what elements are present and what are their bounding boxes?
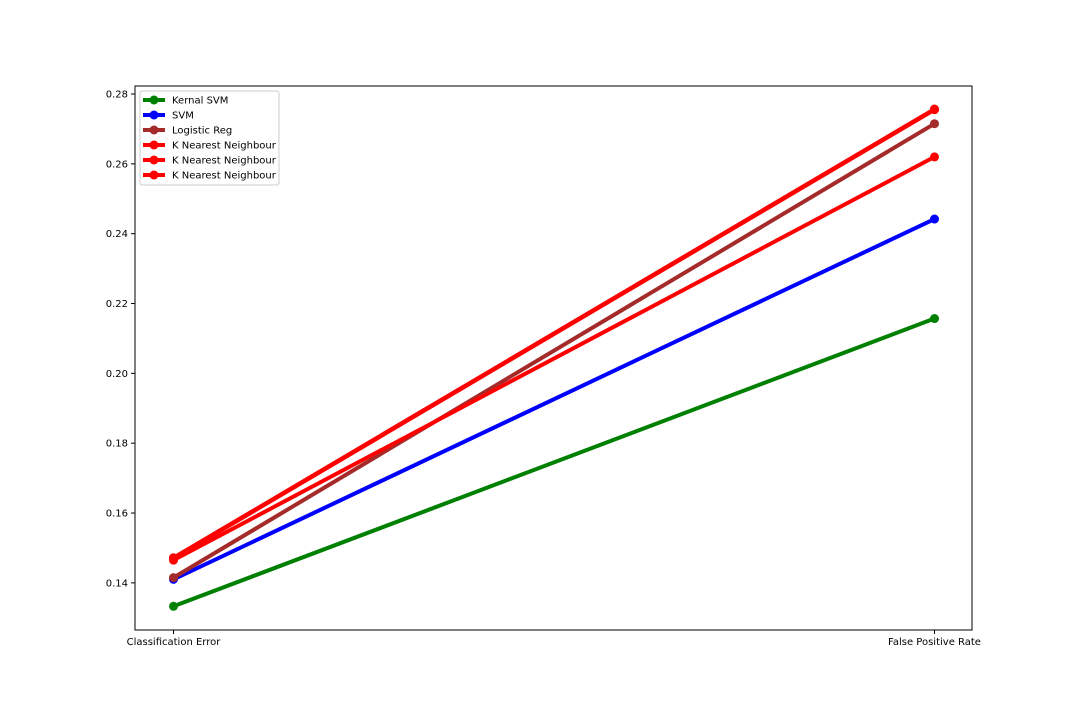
x-tick-label: False Positive Rate: [888, 637, 981, 648]
data-point: [930, 152, 939, 162]
y-tick-label: 0.20: [106, 369, 128, 380]
series-5: [169, 104, 939, 563]
series-0: [169, 314, 939, 611]
series-line: [172, 316, 936, 609]
data-point: [169, 553, 178, 563]
series-line: [172, 107, 936, 560]
legend-entry: Kernal SVM: [143, 95, 228, 107]
series-1: [169, 214, 939, 584]
legend-entry: K Nearest Neighbour: [143, 155, 277, 167]
x-tick-label: Classification Error: [127, 637, 222, 648]
legend: Kernal SVM SVM Logistic Reg K Nearest Neigh…: [139, 90, 280, 186]
x-axis: Classification Error False Positive Rate: [127, 630, 981, 648]
series-layer: [169, 104, 939, 611]
series-line: [172, 217, 936, 582]
y-tick-label: 0.24: [106, 229, 128, 240]
legend-label: K Nearest Neighbour: [172, 171, 277, 182]
plot-frame: [134, 85, 973, 631]
y-tick-label: 0.18: [106, 439, 128, 450]
legend-label: SVM: [172, 111, 194, 122]
legend-box: [139, 90, 280, 186]
legend-swatch-marker: [149, 155, 159, 165]
y-tick-label: 0.28: [106, 90, 128, 101]
data-point: [930, 314, 939, 324]
legend-label: Logistic Reg: [172, 126, 232, 137]
data-point: [930, 214, 939, 224]
legend-swatch-marker: [149, 170, 159, 180]
legend-entry: K Nearest Neighbour: [143, 140, 277, 152]
series-line: [172, 155, 936, 562]
legend-swatch-marker: [149, 110, 159, 120]
legend-label: K Nearest Neighbour: [172, 141, 277, 152]
series-line: [172, 121, 936, 580]
legend-entry: SVM: [143, 110, 194, 122]
legend-label: Kernal SVM: [172, 96, 228, 107]
legend-swatch-marker: [149, 95, 159, 105]
y-tick-label: 0.16: [106, 509, 128, 520]
y-axis: 0.14 0.16 0.18 0.20 0.22 0.24 0.26 0.28: [106, 90, 135, 589]
legend-entry: Logistic Reg: [143, 125, 232, 137]
legend-swatch-marker: [149, 140, 159, 150]
data-point: [169, 601, 178, 611]
series-2: [169, 119, 939, 583]
y-tick-label: 0.22: [106, 299, 128, 310]
data-point: [930, 119, 939, 129]
legend-label: K Nearest Neighbour: [172, 156, 277, 167]
data-point: [930, 104, 939, 114]
data-point: [169, 573, 178, 583]
legend-entry: K Nearest Neighbour: [143, 170, 277, 182]
legend-swatch-marker: [149, 125, 159, 135]
y-tick-label: 0.26: [106, 159, 128, 170]
y-tick-label: 0.14: [106, 578, 128, 589]
